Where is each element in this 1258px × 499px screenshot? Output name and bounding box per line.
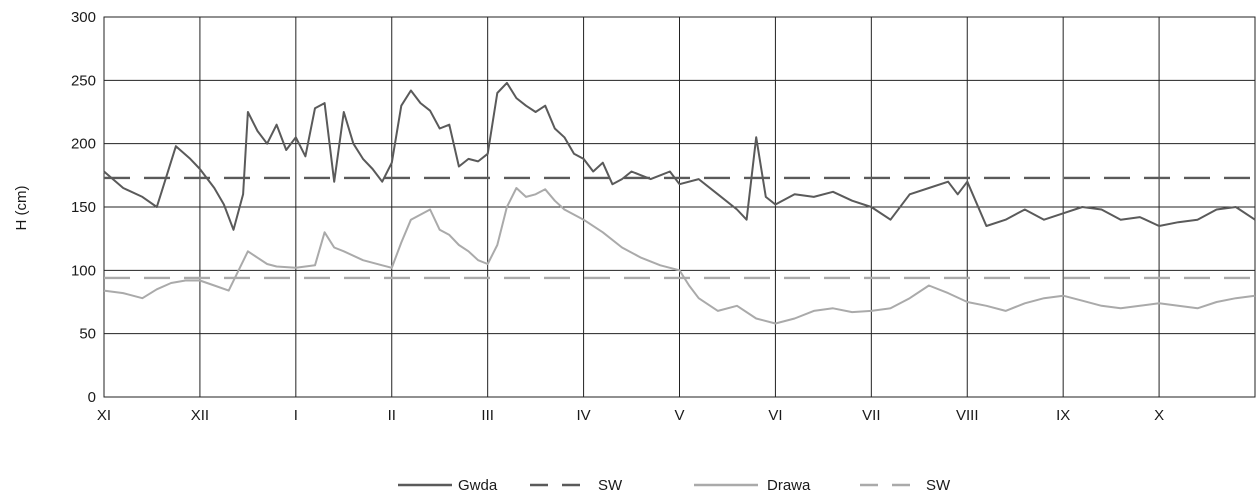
y-axis-label: H (cm): [13, 186, 30, 231]
legend: Gwda SW Drawa SW: [398, 477, 951, 494]
x-tick-label: I: [294, 407, 298, 424]
x-tick-label: IX: [1056, 407, 1070, 424]
x-tick-label: VII: [862, 407, 880, 424]
series-line-1: [103, 81, 1256, 231]
series-line-3: [103, 187, 1256, 325]
y-tick-label: 0: [88, 389, 96, 406]
x-tick-label: X: [1154, 407, 1164, 424]
y-tick-label: 200: [71, 136, 96, 153]
legend-label: SW: [926, 477, 951, 494]
series-layer: [103, 81, 1256, 325]
y-tick-label: 150: [71, 199, 96, 216]
y-tick-label: 300: [71, 9, 96, 26]
x-tick-label: V: [674, 407, 684, 424]
x-tick-label: VI: [768, 407, 782, 424]
y-tick-label: 100: [71, 262, 96, 279]
x-tick-label: VIII: [956, 407, 979, 424]
y-tick-label: 250: [71, 72, 96, 89]
legend-label: Gwda: [458, 477, 498, 494]
x-tick-label: XII: [191, 407, 209, 424]
legend-label: Drawa: [767, 477, 811, 494]
grid: [103, 16, 1256, 398]
x-tick-label: XI: [97, 407, 111, 424]
x-tick-labels: XI XII I II III IV V VI VII VIII IX X: [97, 407, 1164, 424]
x-tick-label: IV: [576, 407, 590, 424]
y-tick-label: 50: [79, 326, 96, 343]
x-tick-label: III: [481, 407, 494, 424]
legend-label: SW: [598, 477, 623, 494]
x-tick-label: II: [388, 407, 396, 424]
y-tick-labels: 0 50 100 150 200 250 300: [71, 9, 96, 406]
